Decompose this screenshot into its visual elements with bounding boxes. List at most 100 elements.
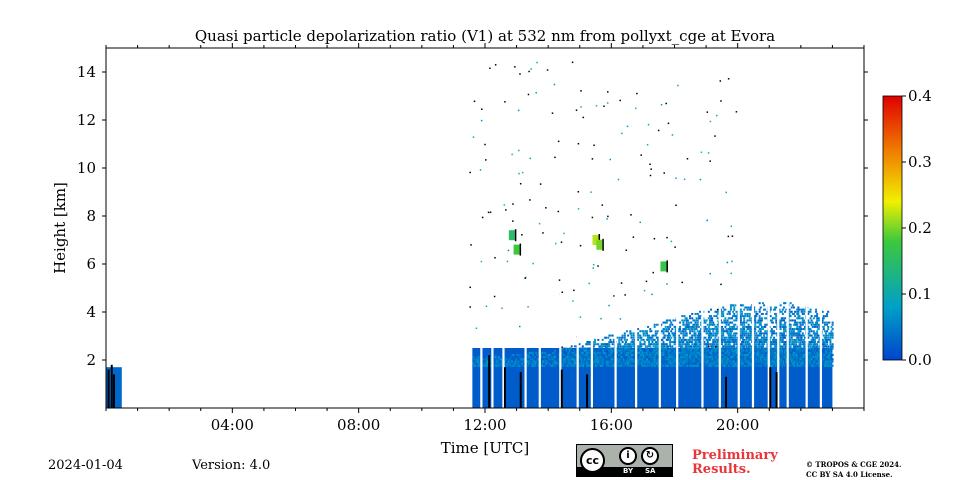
speckle-point xyxy=(633,349,636,352)
speckle-point xyxy=(795,351,798,354)
speckle-point xyxy=(812,323,815,326)
speckle-point xyxy=(632,343,635,346)
speckle-point xyxy=(600,364,603,367)
speckle-point xyxy=(722,334,725,337)
speckle-point xyxy=(620,358,623,361)
speckle-point xyxy=(816,358,819,361)
cloud-feature-1 xyxy=(513,244,520,255)
speckle-point xyxy=(815,315,818,318)
speckle-point xyxy=(609,362,612,365)
speckle-point xyxy=(608,345,611,348)
cc-license-badge[interactable]: cc i ↻ BY SA xyxy=(576,444,673,477)
speckle-point xyxy=(799,338,802,341)
speckle-point xyxy=(766,351,769,354)
speckle-point xyxy=(734,328,737,331)
speckle-point xyxy=(719,364,722,367)
speckle-point xyxy=(727,310,730,313)
speckle-point xyxy=(596,362,599,365)
speckle-point xyxy=(816,332,819,335)
speckle-point xyxy=(778,325,781,328)
speckle-point xyxy=(774,345,777,348)
speckle-point xyxy=(744,343,747,346)
speckle-point xyxy=(697,356,700,359)
speckle-point xyxy=(800,351,803,354)
speckle-point xyxy=(816,362,819,365)
speckle-point xyxy=(775,356,778,359)
speckle-point xyxy=(671,323,674,326)
speckle-point xyxy=(649,362,652,365)
speckle-point xyxy=(692,364,695,367)
data-gap-9 xyxy=(635,288,638,408)
speckle-point xyxy=(660,364,663,367)
speckle-point xyxy=(753,306,756,309)
speckle-point xyxy=(785,343,788,346)
speckle-point xyxy=(669,358,672,361)
speckle-point xyxy=(655,332,658,335)
speckle-point xyxy=(796,358,799,361)
speckle-point xyxy=(593,351,596,354)
speckle-point xyxy=(726,360,729,363)
speckle-point xyxy=(477,364,480,367)
speckle-point xyxy=(498,358,501,361)
speckle-point xyxy=(685,351,688,354)
speckle-point xyxy=(726,356,729,359)
speckle-point xyxy=(672,360,675,363)
speckle-point xyxy=(807,358,810,361)
speckle-point xyxy=(630,334,633,337)
speckle-point xyxy=(748,330,751,333)
speckle-point xyxy=(745,364,748,367)
speckle-point xyxy=(712,351,715,354)
speckle-point xyxy=(490,356,493,359)
speckle-point xyxy=(712,328,715,331)
speckle-point xyxy=(608,341,611,344)
speckle-point xyxy=(727,351,730,354)
speckle-point xyxy=(729,356,732,359)
speckle-point xyxy=(637,336,640,339)
speckle-point xyxy=(812,343,815,346)
speckle-point xyxy=(669,334,672,337)
speckle-point xyxy=(763,354,766,356)
speckle-point xyxy=(774,349,777,352)
speckle-point xyxy=(753,341,756,344)
speckle-point xyxy=(763,358,766,361)
speckle-point xyxy=(769,349,772,352)
speckle-point xyxy=(715,332,718,335)
speckle-point xyxy=(680,338,683,341)
speckle-point xyxy=(698,341,701,344)
speckle-point xyxy=(828,360,831,363)
data-gap-5 xyxy=(559,288,562,408)
speckle-point xyxy=(566,362,569,365)
speckle-point xyxy=(653,347,656,350)
speckle-point xyxy=(601,358,604,361)
speckle-point xyxy=(728,310,731,313)
speckle-point xyxy=(693,328,696,331)
speckle-point xyxy=(700,323,703,326)
speckle-point xyxy=(644,358,647,361)
speckle-point xyxy=(773,336,776,339)
speckle-point xyxy=(827,328,830,331)
speckle-point xyxy=(665,328,668,331)
sparse-point xyxy=(557,210,560,213)
speckle-point xyxy=(575,362,578,365)
speckle-point xyxy=(712,349,715,352)
speckle-point xyxy=(537,364,540,367)
speckle-point xyxy=(632,356,635,359)
speckle-point xyxy=(640,364,643,367)
speckle-point xyxy=(735,351,738,354)
speckle-point xyxy=(637,334,640,337)
speckle-point xyxy=(633,345,636,348)
speckle-point xyxy=(757,362,760,365)
speckle-point xyxy=(616,349,619,352)
speckle-point xyxy=(617,347,620,350)
speckle-point xyxy=(627,356,630,359)
speckle-point xyxy=(781,332,784,335)
speckle-point xyxy=(755,347,758,350)
speckle-point xyxy=(687,328,690,331)
speckle-point xyxy=(589,347,592,350)
speckle-point xyxy=(810,358,813,361)
speckle-point xyxy=(666,336,669,339)
speckle-point xyxy=(807,345,810,348)
speckle-point xyxy=(724,347,727,350)
speckle-point xyxy=(731,325,734,328)
speckle-point xyxy=(690,341,693,344)
